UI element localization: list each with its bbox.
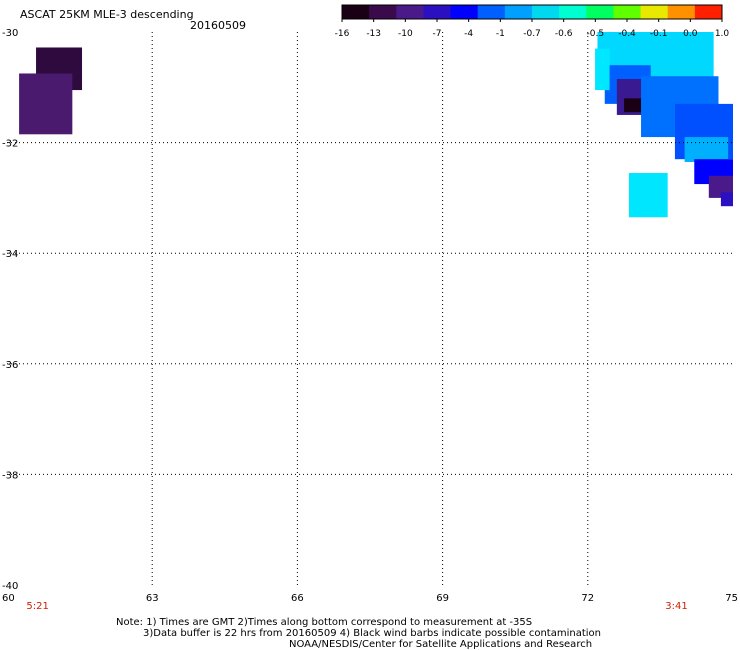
colorbar-segment xyxy=(342,5,370,19)
colorbar-segment xyxy=(450,5,479,19)
y-tick-label: -32 xyxy=(2,139,18,150)
data-cell xyxy=(19,73,73,135)
colorbar-label: -0.4 xyxy=(618,29,636,39)
x-tick-label: 66 xyxy=(291,593,304,604)
colorbar-segment xyxy=(423,5,452,19)
colorbar-label: -4 xyxy=(464,29,473,39)
colorbar-label: -0.7 xyxy=(523,29,541,39)
colorbar-segment xyxy=(694,5,723,19)
x-tick-label: 72 xyxy=(581,593,594,604)
y-tick-label: -40 xyxy=(2,581,18,592)
colorbar-label: 1.0 xyxy=(715,29,730,39)
footer-note-line1: Note: 1) Times are GMT 2)Times along bot… xyxy=(116,617,533,628)
colorbar-segment xyxy=(559,5,587,19)
colorbar-label: -0.1 xyxy=(650,29,668,39)
colorbar-segment xyxy=(477,5,506,19)
footer-credit: NOAA/NESDIS/Center for Satellite Applica… xyxy=(289,639,593,650)
y-tick-label: -34 xyxy=(2,249,18,260)
colorbar-segment xyxy=(613,5,642,19)
x-tick-label: 63 xyxy=(146,593,159,604)
y-tick-label: -38 xyxy=(2,470,18,481)
colorbar-label: -1 xyxy=(496,29,505,39)
colorbar-segment xyxy=(369,5,397,19)
footer-note-line2: 3)Data buffer is 22 hrs from 20160509 4)… xyxy=(143,628,601,639)
colorbar-label: -0.6 xyxy=(555,29,573,39)
data-cell xyxy=(628,173,668,218)
y-tick-label: -36 xyxy=(2,360,18,371)
x-tick-label: 60 xyxy=(2,593,15,604)
data-cell xyxy=(624,98,646,113)
colorbar-label: 0.0 xyxy=(683,29,698,39)
time-label: 5:21 xyxy=(26,601,48,610)
y-tick-label: -30 xyxy=(2,28,18,39)
colorbar-label: -10 xyxy=(398,29,413,39)
colorbar-segment xyxy=(640,5,669,19)
time-label: 3:41 xyxy=(665,601,687,610)
colorbar-label: -16 xyxy=(335,29,350,39)
colorbar-label: -7 xyxy=(433,29,442,39)
colorbar-segment xyxy=(667,5,696,19)
chart-date: 20160509 xyxy=(190,19,246,32)
colorbar-label: -13 xyxy=(366,29,381,39)
colorbar-label: -0.5 xyxy=(587,29,605,39)
colorbar-segment xyxy=(396,5,424,19)
chart-title: ASCAT 25KM MLE-3 descending xyxy=(20,8,194,21)
data-cell xyxy=(720,192,733,207)
x-tick-label: 75 xyxy=(725,593,738,604)
colorbar-segment xyxy=(586,5,614,19)
colorbar-segment xyxy=(532,5,560,19)
colorbar-segment xyxy=(504,5,533,19)
data-cell xyxy=(684,137,729,162)
data-cell xyxy=(595,48,610,91)
x-tick-label: 69 xyxy=(436,593,449,604)
